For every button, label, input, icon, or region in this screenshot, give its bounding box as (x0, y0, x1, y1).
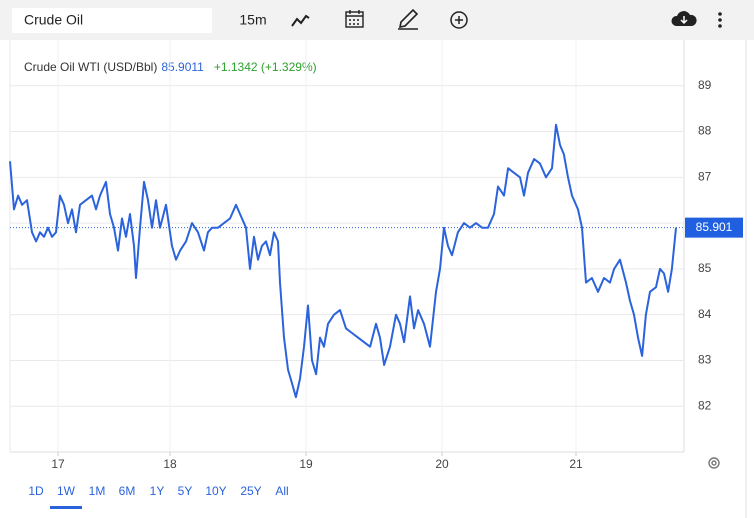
legend-text: Crude Oil WTI (USD/Bbl) 85.9011 +1.1342 (+… (24, 60, 317, 74)
x-tick-label: 21 (569, 457, 583, 471)
legend: Crude Oil WTI (USD/Bbl) 85.9011 +1.1342 (+… (24, 60, 317, 74)
range-button[interactable]: 1M (89, 484, 106, 498)
settings-icon[interactable] (708, 457, 720, 469)
range-button[interactable]: 1D (28, 484, 44, 498)
range-button[interactable]: 1Y (150, 484, 165, 498)
y-tick-label: 85 (698, 261, 712, 275)
y-tick-label: 82 (698, 398, 712, 412)
range-button[interactable]: 25Y (240, 484, 261, 498)
price-line (9, 123, 677, 399)
range-selected-underline (50, 506, 82, 509)
search-box[interactable] (12, 8, 212, 33)
y-tick-label: 83 (698, 353, 712, 367)
last-price-label: 85.901 (696, 220, 733, 234)
range-button[interactable]: 6M (119, 484, 136, 498)
add-icon[interactable] (450, 11, 468, 29)
x-tick-label: 18 (163, 457, 177, 471)
download-icon[interactable] (671, 11, 697, 26)
interval-button[interactable]: 15m (239, 12, 266, 28)
y-tick-label: 84 (698, 307, 712, 321)
range-button[interactable]: 5Y (178, 484, 193, 498)
last-price-tag (685, 217, 743, 238)
chart-type-icon[interactable] (291, 14, 310, 27)
x-tick-label: 17 (51, 457, 65, 471)
calendar-icon[interactable] (345, 10, 364, 28)
range-button[interactable]: 10Y (205, 484, 226, 498)
search-text[interactable]: Crude Oil (24, 12, 83, 28)
y-tick-label: 89 (698, 78, 712, 92)
range-button[interactable]: All (275, 484, 288, 498)
y-tick-label: 88 (698, 124, 712, 138)
legend-name: Crude Oil WTI (USD/Bbl) (24, 60, 157, 74)
draw-icon[interactable] (398, 8, 419, 30)
x-tick-label: 20 (435, 457, 449, 471)
y-tick-label: 87 (698, 170, 712, 184)
x-tick-label: 19 (299, 457, 313, 471)
range-button[interactable]: 1W (57, 484, 76, 498)
legend-price: 85.9011 (161, 60, 204, 74)
legend-change: +1.1342 (+1.329%) (214, 60, 317, 74)
menu-icon[interactable] (718, 12, 722, 28)
